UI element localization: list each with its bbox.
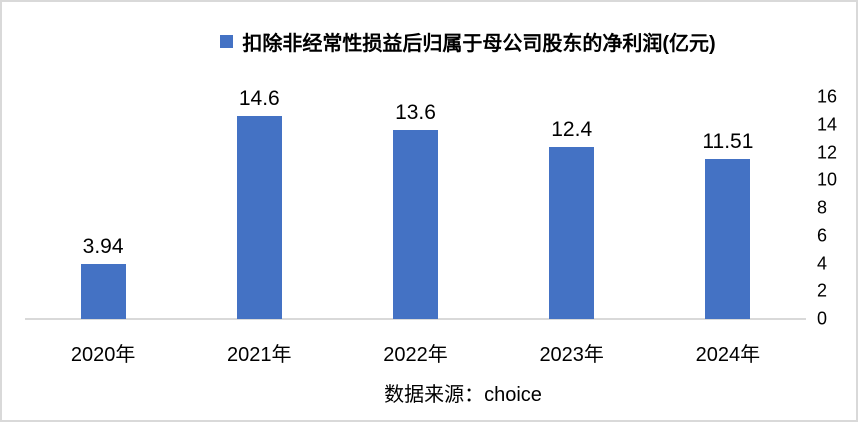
y-axis-tick-label: 6 (817, 225, 828, 246)
bar (705, 159, 751, 319)
x-axis-label: 2021年 (227, 344, 292, 366)
y-axis-tick-label: 10 (817, 169, 838, 190)
y-axis-tick-label: 2 (817, 280, 828, 301)
x-axis-label: 2024年 (695, 344, 761, 366)
bar (80, 264, 126, 319)
bar-value-label: 13.6 (395, 101, 436, 125)
y-axis-tick-label: 14 (817, 114, 838, 135)
bar-value-label: 3.94 (82, 235, 124, 259)
y-axis-tick-label: 0 (817, 308, 828, 329)
y-axis-tick-label: 16 (817, 86, 838, 107)
bar (236, 116, 282, 319)
bar-value-label: 11.51 (702, 130, 754, 154)
legend-marker (220, 34, 234, 48)
x-axis-label: 2020年 (70, 344, 136, 366)
y-axis-tick-label: 4 (817, 253, 828, 273)
x-axis-label: 2022年 (383, 344, 448, 366)
bar-value-label: 12.4 (551, 117, 593, 141)
x-axis-label: 2023年 (539, 344, 604, 366)
bar (549, 146, 595, 319)
y-axis-tick-label: 8 (817, 197, 828, 218)
bar (393, 130, 438, 319)
y-axis-tick-label: 12 (817, 142, 838, 162)
chart-legend: 扣除非经常性损益后归属于母公司股东的净利润(亿元) (0, 28, 858, 55)
data-source-caption: 数据来源：choice (384, 384, 542, 406)
legend-label: 扣除非经常性损益后归属于母公司股东的净利润(亿元) (242, 32, 716, 55)
x-axis-line (25, 318, 806, 320)
bar-value-label: 14.6 (238, 87, 280, 111)
